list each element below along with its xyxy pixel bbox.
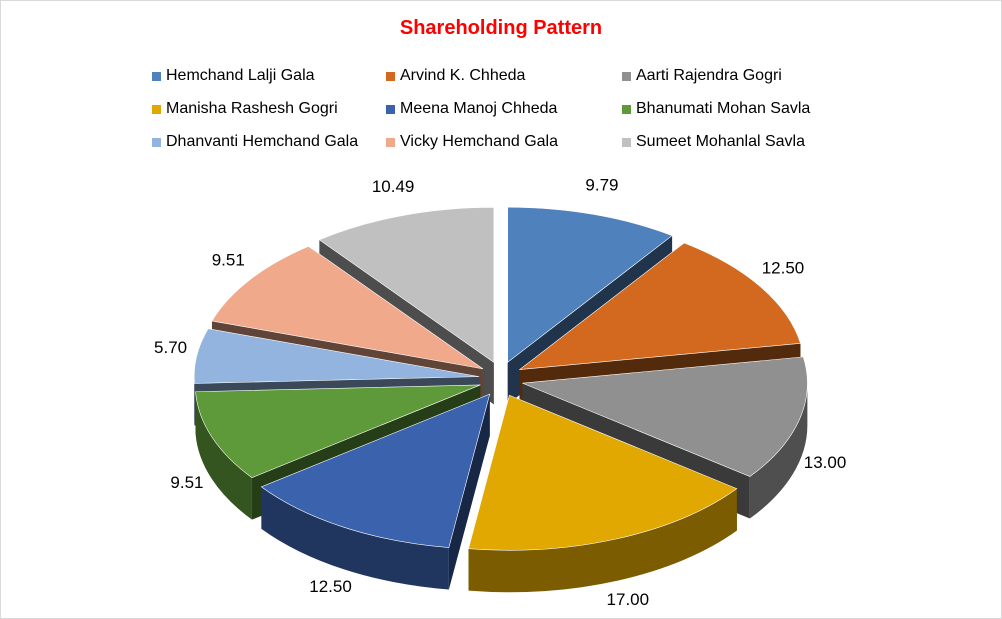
slice-wall <box>448 394 490 590</box>
legend-item-dhanvanti-hemchand-gala: Dhanvanti Hemchand Gala <box>152 131 358 153</box>
data-label: 9.51 <box>170 473 203 492</box>
slice-side <box>749 383 808 519</box>
legend-swatch <box>152 137 161 147</box>
slice-top <box>522 356 808 477</box>
pie-slice-3 <box>468 394 738 593</box>
legend-label: Meena Manoj Chheda <box>400 100 558 117</box>
legend-label: Bhanumati Mohan Savla <box>636 100 811 117</box>
slice-top <box>507 206 673 363</box>
legend-swatch <box>386 104 395 114</box>
data-label: 10.49 <box>372 177 415 196</box>
legend-item-sumeet-mohanlal-savla: Sumeet Mohanlal Savla <box>622 131 805 153</box>
legend-label: Aarti Rajendra Gogri <box>636 67 782 84</box>
data-label: 5.70 <box>154 338 187 357</box>
legend-item-manisha-rashesh-gogri: Manisha Rashesh Gogri <box>152 98 338 120</box>
legend-item-arvind-k-chheda: Arvind K. Chheda <box>386 65 525 87</box>
legend-item-aarti-rajendra-gogri: Aarti Rajendra Gogri <box>622 65 782 87</box>
slice-top <box>260 393 491 548</box>
legend-swatch <box>622 104 631 114</box>
legend-label: Hemchand Lalji Gala <box>166 67 315 84</box>
legend-swatch <box>152 71 161 81</box>
slice-top <box>518 242 801 371</box>
legend-item-vicky-hemchand-gala: Vicky Hemchand Gala <box>386 131 558 153</box>
data-label: 9.79 <box>585 175 618 194</box>
data-label: 12.50 <box>762 259 805 278</box>
legend-swatch <box>622 137 631 147</box>
slice-top <box>211 246 484 370</box>
legend-label: Vicky Hemchand Gala <box>400 133 558 150</box>
data-label: 12.50 <box>309 577 352 596</box>
legend-swatch <box>386 71 395 81</box>
legend-swatch <box>622 71 631 81</box>
legend-label: Arvind K. Chheda <box>400 67 526 84</box>
legend-label: Dhanvanti Hemchand Gala <box>166 133 359 150</box>
slice-side <box>468 488 737 593</box>
legend-item-hemchand-lalji-gala: Hemchand Lalji Gala <box>152 65 315 87</box>
data-label: 13.00 <box>804 453 847 472</box>
slice-side <box>261 486 449 590</box>
slice-top <box>318 207 495 363</box>
chart-title: Shareholding Pattern <box>399 17 603 39</box>
data-label: 9.51 <box>212 250 245 269</box>
legend-swatch <box>152 104 161 114</box>
slice-top <box>468 394 738 551</box>
legend-swatch <box>386 137 395 147</box>
legend-label: Sumeet Mohanlal Savla <box>636 133 805 150</box>
legend-item-bhanumati-mohan-savla: Bhanumati Mohan Savla <box>622 98 810 120</box>
slice-top <box>193 328 480 384</box>
data-label: 17.00 <box>607 590 650 609</box>
legend-item-meena-manoj-chheda: Meena Manoj Chheda <box>386 98 557 120</box>
slice-side <box>195 391 252 520</box>
pie-slice-4 <box>260 393 491 590</box>
slice-top <box>195 384 481 479</box>
legend-label: Manisha Rashesh Gogri <box>166 100 338 117</box>
